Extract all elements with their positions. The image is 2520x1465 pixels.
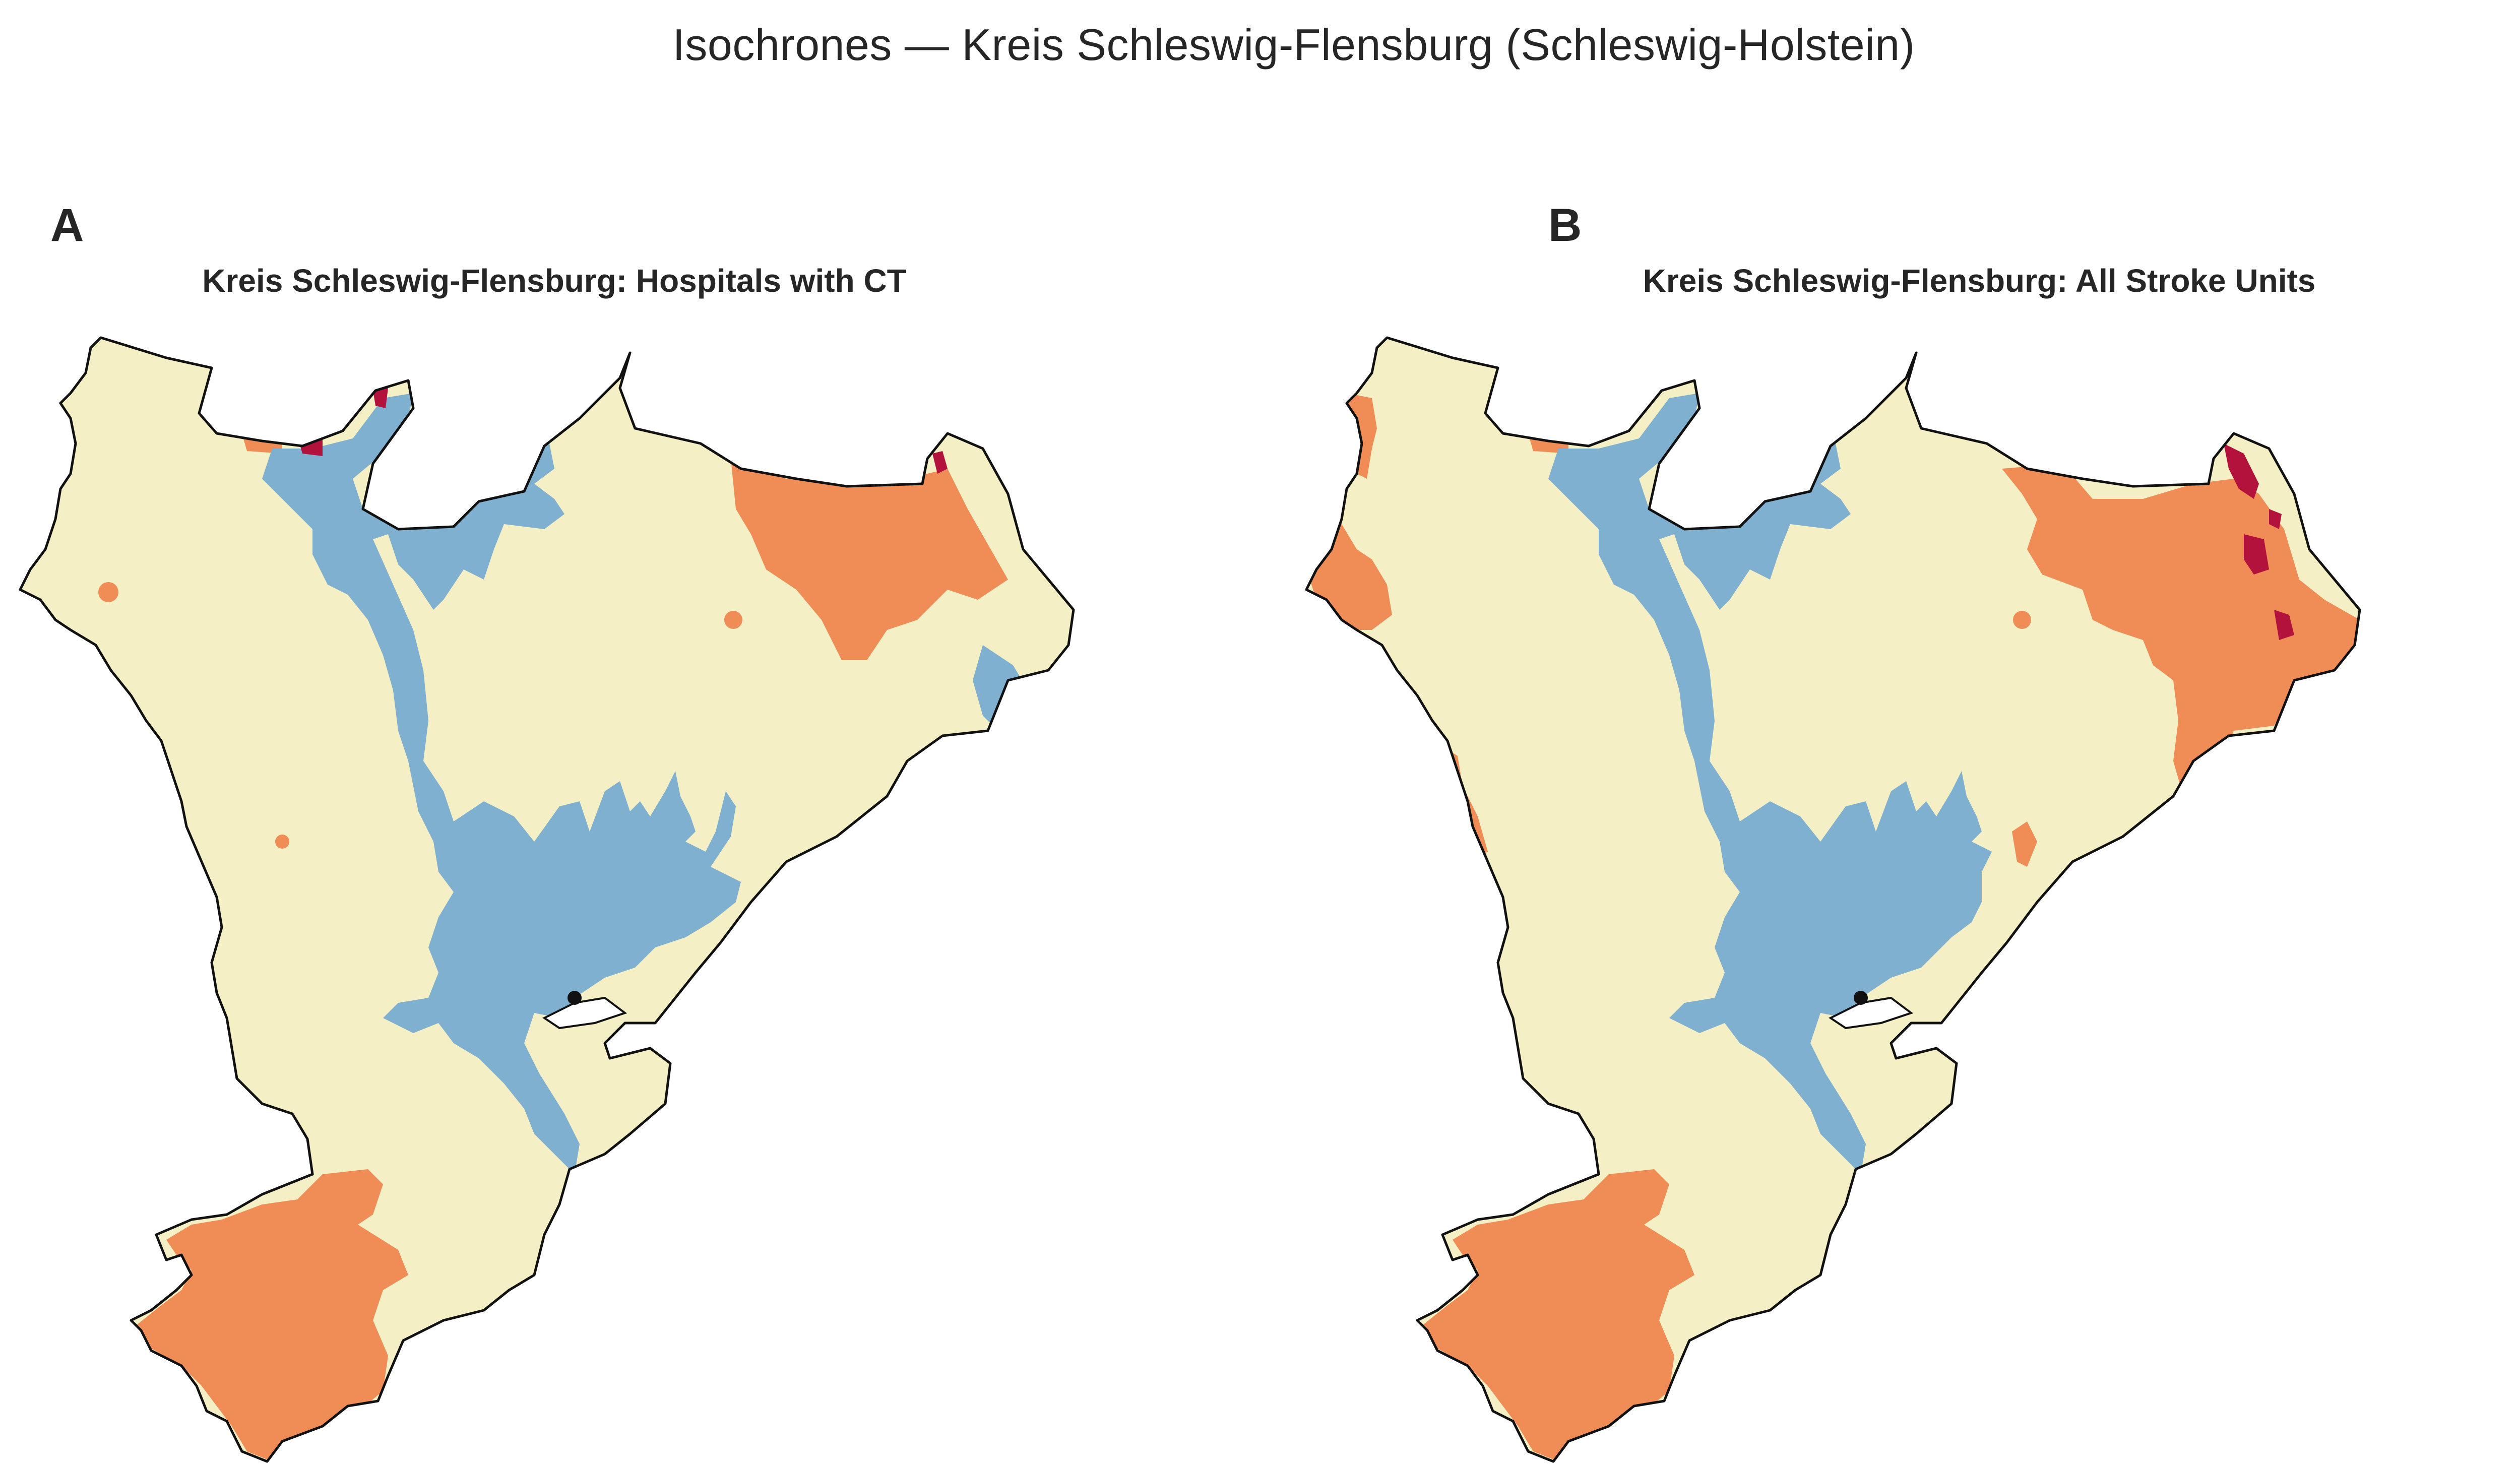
panel-label: A xyxy=(50,200,84,251)
zone-3-region xyxy=(98,582,118,602)
zone-1-region xyxy=(1836,1250,1851,1275)
panel-a: A Kreis Schleswig-Flensburg: Hospitals w… xyxy=(0,186,1294,1465)
zone-3-region xyxy=(731,459,1008,660)
facility-marker xyxy=(568,991,582,1005)
panel-label: B xyxy=(1548,200,1582,251)
figure-title: Isochrones — Kreis Schleswig-Flensburg (… xyxy=(672,20,1915,70)
zone-4-region xyxy=(932,451,948,474)
panel-title: Kreis Schleswig-Flensburg: Hospitals wit… xyxy=(202,263,907,299)
zone-4-region xyxy=(2274,610,2294,640)
zone-4-region xyxy=(2269,509,2282,529)
zone-4-region xyxy=(2244,534,2269,575)
zone-3-region xyxy=(275,835,289,849)
panel-b: B Kreis Schleswig-Flensburg: All Stroke … xyxy=(1294,186,2520,1465)
facility-marker xyxy=(1854,991,1868,1005)
zone-1-region xyxy=(1548,393,1992,1174)
zone-3-region xyxy=(724,611,742,629)
zone-3-region xyxy=(1422,1169,1694,1461)
district-outline xyxy=(19,336,1075,1463)
panel-title: Kreis Schleswig-Flensburg: All Stroke Un… xyxy=(1643,263,2316,299)
zone-3-region xyxy=(2002,464,2360,796)
zone-3-region xyxy=(2013,611,2031,629)
zone-3-region xyxy=(2012,821,2037,867)
isochrone-map xyxy=(1286,317,2520,1465)
zone-3-region xyxy=(136,1169,408,1461)
zone-4-region xyxy=(2224,443,2259,499)
zone-1-region xyxy=(549,1250,564,1275)
district-outline xyxy=(1305,336,2361,1463)
zone-1-region xyxy=(262,393,741,1174)
isochrone-map xyxy=(0,317,1260,1465)
zone-4-region xyxy=(373,388,388,408)
